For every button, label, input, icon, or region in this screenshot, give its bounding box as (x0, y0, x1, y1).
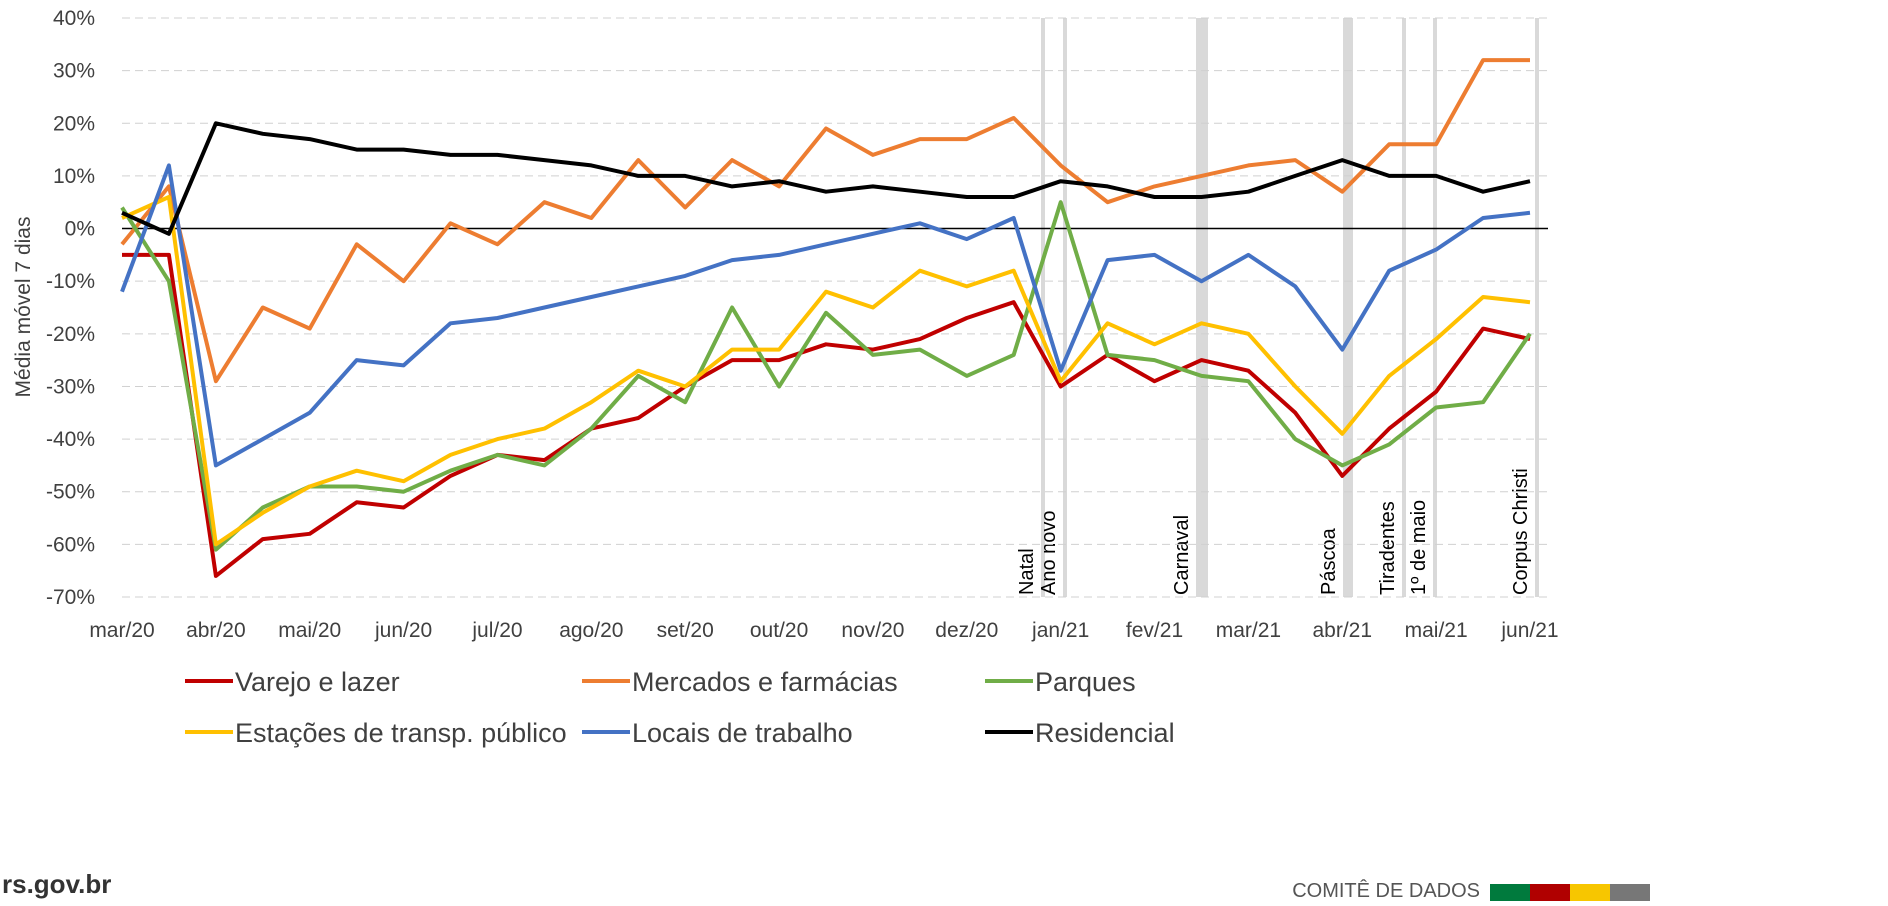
y-tick-label: -10% (46, 270, 95, 293)
x-tick-label: nov/20 (841, 619, 904, 642)
x-tick-label: jun/20 (374, 619, 432, 642)
x-tick-label: mar/21 (1216, 619, 1281, 642)
holiday-band (1063, 18, 1067, 597)
x-tick-label: mai/21 (1405, 619, 1468, 642)
x-tick-label: mar/20 (89, 619, 154, 642)
legend-label: Parques (1035, 667, 1136, 697)
series-line (121, 121, 1531, 236)
holiday-label: 1º de maio (1408, 500, 1430, 595)
series-line (122, 252, 1531, 578)
holiday-label: Natal (1016, 548, 1038, 595)
holiday-label: Tiradentes (1377, 501, 1399, 595)
x-tick-label: out/20 (750, 619, 808, 642)
y-tick-label: 20% (53, 112, 95, 135)
y-tick-label: 40% (53, 7, 95, 30)
x-tick-label: abr/21 (1312, 619, 1372, 642)
y-tick-label: -60% (46, 533, 95, 556)
holiday-band (1343, 18, 1353, 597)
flag-stripe (1530, 884, 1570, 901)
x-tick-label: set/20 (657, 619, 714, 642)
holiday-band (1535, 18, 1539, 597)
legend-label: Estações de transp. público (235, 718, 567, 748)
x-tick-label: jul/20 (471, 619, 522, 642)
holiday-label: Carnaval (1171, 515, 1193, 595)
holiday-label: Ano novo (1038, 510, 1060, 595)
legend-label: Locais de trabalho (632, 718, 853, 748)
x-tick-label: jan/21 (1031, 619, 1089, 642)
y-tick-label: 0% (65, 218, 95, 241)
x-tick-label: mai/20 (278, 619, 341, 642)
legend-label: Residencial (1035, 718, 1175, 748)
y-tick-label: -50% (46, 481, 95, 504)
series-line (121, 195, 1531, 547)
series-line (120, 58, 1530, 384)
committee-label: COMITÊ DE DADOS (1292, 879, 1480, 901)
y-tick-label: -40% (46, 428, 95, 451)
holiday-band (1196, 18, 1208, 597)
y-tick-label: -30% (46, 375, 95, 398)
x-tick-label: fev/21 (1126, 619, 1183, 642)
holiday-label: Páscoa (1318, 527, 1340, 595)
legend-label: Mercados e farmácias (632, 667, 898, 697)
x-tick-label: dez/20 (935, 619, 998, 642)
flag-stripe (1610, 884, 1650, 901)
x-tick-label: jun/21 (1500, 619, 1558, 642)
y-tick-label: 10% (53, 165, 95, 188)
y-tick-label: -70% (46, 586, 95, 609)
site-label: rs.gov.br (2, 869, 111, 899)
y-axis-label: Média móvel 7 dias (12, 217, 35, 398)
legend-label: Varejo e lazer (235, 667, 400, 697)
y-tick-label: -20% (46, 323, 95, 346)
holiday-label: Corpus Christi (1510, 468, 1532, 595)
series-line (120, 200, 1532, 552)
flag-stripe (1490, 884, 1530, 901)
x-tick-label: ago/20 (559, 619, 623, 642)
holiday-band (1433, 18, 1437, 597)
x-tick-label: abr/20 (186, 619, 246, 642)
series-line (120, 163, 1531, 468)
y-tick-label: 30% (53, 60, 95, 83)
holiday-band (1402, 18, 1406, 597)
flag-stripe (1570, 884, 1610, 901)
